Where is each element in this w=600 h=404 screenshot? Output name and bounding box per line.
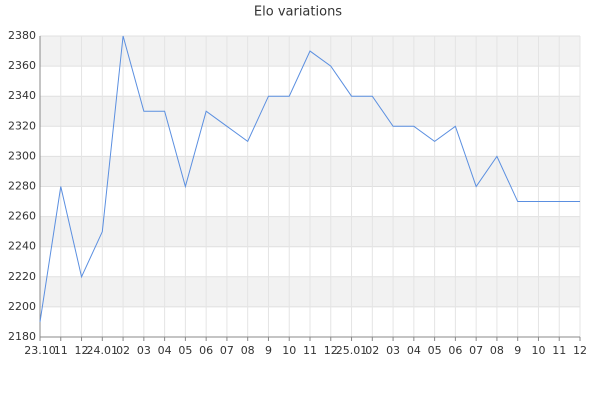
x-tick-label: 11 bbox=[552, 344, 566, 357]
x-tick-label: 07 bbox=[220, 344, 234, 357]
y-tick-label: 2220 bbox=[8, 270, 36, 283]
x-tick-label: 05 bbox=[178, 344, 192, 357]
x-tick-label: 10 bbox=[282, 344, 296, 357]
x-tick-label: 04 bbox=[158, 344, 172, 357]
y-tick-label: 2200 bbox=[8, 300, 36, 313]
x-tick-label: 12 bbox=[573, 344, 587, 357]
x-tick-label: 07 bbox=[469, 344, 483, 357]
x-tick-label: 9 bbox=[514, 344, 521, 357]
x-tick-label: 10 bbox=[531, 344, 545, 357]
x-tick-label: 25.01 bbox=[336, 344, 368, 357]
y-tick-label: 2360 bbox=[8, 59, 36, 72]
x-tick-label: 08 bbox=[490, 344, 504, 357]
x-tick-label: 03 bbox=[137, 344, 151, 357]
chart-title: Elo variations bbox=[254, 5, 342, 20]
y-tick-label: 2180 bbox=[8, 330, 36, 343]
x-tick-label: 08 bbox=[241, 344, 255, 357]
x-tick-label: 03 bbox=[386, 344, 400, 357]
y-tick-label: 2280 bbox=[8, 180, 36, 193]
x-tick-label: 06 bbox=[199, 344, 213, 357]
y-tick-label: 2380 bbox=[8, 29, 36, 42]
line-series bbox=[39, 35, 580, 323]
x-tick-label: 04 bbox=[407, 344, 421, 357]
x-tick-label: 05 bbox=[428, 344, 442, 357]
y-tick-label: 2320 bbox=[8, 119, 36, 132]
y-tick-label: 2240 bbox=[8, 240, 36, 253]
x-tick-label: 11 bbox=[303, 344, 317, 357]
y-tick-label: 2340 bbox=[8, 89, 36, 102]
x-tick-label: 23.10 bbox=[24, 344, 56, 357]
x-tick-label: 02 bbox=[116, 344, 130, 357]
x-tick-label: 06 bbox=[448, 344, 462, 357]
x-tick-label: 11 bbox=[54, 344, 68, 357]
x-tick-label: 02 bbox=[365, 344, 379, 357]
x-tick-label: 12 bbox=[75, 344, 89, 357]
x-tick-label: 24.01 bbox=[87, 344, 119, 357]
y-tick-label: 2300 bbox=[8, 149, 36, 162]
y-tick-label: 2260 bbox=[8, 210, 36, 223]
x-tick-label: 9 bbox=[265, 344, 272, 357]
x-tick-label: 12 bbox=[324, 344, 338, 357]
